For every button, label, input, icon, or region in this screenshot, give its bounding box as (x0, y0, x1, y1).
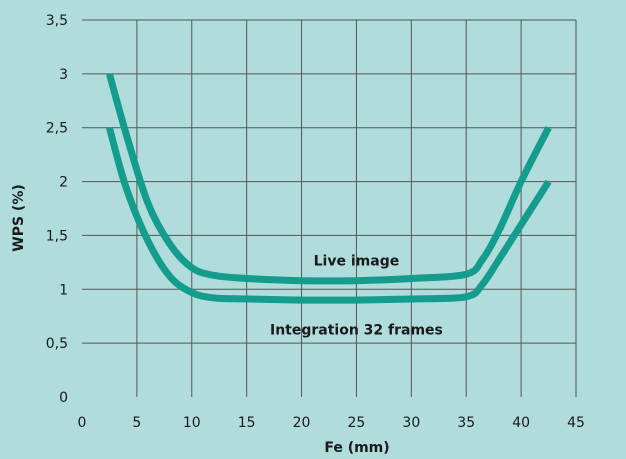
y-tick-labels: 0 0,5 1 1,5 2 2,5 3 3,5 (46, 13, 68, 406)
x-tick-label-0: 0 (78, 415, 87, 431)
x-tick-labels: 0 5 10 15 20 25 30 35 40 45 (78, 415, 585, 431)
x-tick-label-2: 10 (183, 415, 201, 431)
x-tick-label-7: 35 (457, 415, 475, 431)
series-line-0 (106, 72, 552, 285)
series-group (106, 72, 552, 304)
y-tick-label-5: 2,5 (46, 121, 68, 137)
series-line-1 (106, 126, 552, 304)
x-axis-title: Fe (mm) (324, 440, 389, 456)
y-tick-label-1: 0,5 (46, 336, 68, 352)
annotation-1: Integration 32 frames (270, 323, 443, 339)
x-tick-label-5: 25 (348, 415, 366, 431)
y-tick-label-2: 1 (59, 282, 68, 298)
x-tick-label-1: 5 (132, 415, 141, 431)
grid (82, 19, 577, 397)
y-tick-label-6: 3 (59, 67, 68, 83)
x-tick-label-9: 45 (567, 415, 585, 431)
y-tick-label-4: 2 (59, 175, 68, 191)
x-tick-label-8: 40 (512, 415, 530, 431)
annotation-0: Live image (314, 254, 400, 270)
y-tick-label-3: 1,5 (46, 228, 68, 244)
y-axis-title: WPS (%) (11, 184, 27, 251)
annotations: Live image Integration 32 frames (270, 254, 443, 339)
y-tick-label-0: 0 (59, 390, 68, 406)
x-tick-label-6: 30 (402, 415, 420, 431)
x-tick-label-4: 20 (293, 415, 311, 431)
x-tick-label-3: 15 (238, 415, 256, 431)
y-tick-label-7: 3,5 (46, 13, 68, 29)
